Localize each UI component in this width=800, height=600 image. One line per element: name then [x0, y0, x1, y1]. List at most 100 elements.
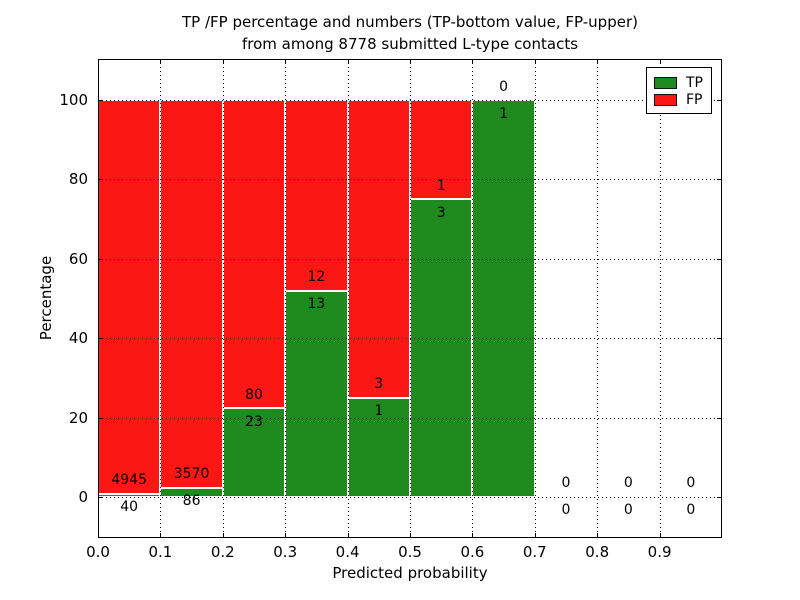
x-tick-mark [534, 59, 536, 64]
legend-label-fp: FP [686, 91, 703, 108]
y-tick-mark [717, 496, 722, 498]
bar-label-tp: 13 [307, 296, 326, 313]
bar-segment-fp [98, 100, 161, 494]
x-tick-mark [98, 533, 99, 538]
x-tick-mark [347, 533, 349, 538]
bar-segment-tp [222, 408, 286, 497]
bar-label-tp: 0 [686, 502, 696, 519]
x-tick-mark [285, 533, 287, 538]
bar-segment-fp [160, 100, 223, 488]
bar-label-tp: 3 [436, 204, 446, 221]
gridline-x [472, 59, 474, 538]
y-tick-mark [717, 100, 722, 101]
bar-label-fp: 12 [307, 269, 326, 286]
bar-segment-fp [410, 100, 473, 200]
chart-title-line1: TP /FP percentage and numbers (TP-bottom… [182, 13, 638, 31]
gridline-x [597, 59, 599, 538]
legend-item-fp: FP [654, 91, 711, 108]
x-tick-label: 0.4 [335, 543, 360, 561]
legend: TP FP [646, 67, 712, 114]
bar-label-tp: 86 [182, 493, 201, 510]
y-tick-label: 60 [68, 249, 88, 268]
x-tick-mark [410, 533, 411, 538]
bar-segment-fp [222, 100, 286, 409]
x-tick-mark [285, 59, 287, 64]
gridline-x [347, 59, 349, 538]
y-tick-mark [98, 179, 103, 181]
plot-area: TP FP 4945 40 3570 86 80 23 12 13 3 1 1 3 0 1 0 0 0 0 0 0 [98, 59, 722, 538]
legend-swatch-fp-icon [654, 93, 677, 106]
x-tick-mark [222, 533, 224, 538]
bar-segment-tp [472, 100, 535, 497]
x-tick-label: 0.1 [148, 543, 173, 561]
y-tick-label: 40 [68, 329, 88, 348]
x-tick-mark [347, 59, 349, 64]
x-tick-label: 0.8 [585, 543, 610, 561]
y-tick-mark [98, 258, 103, 260]
y-tick-mark [98, 100, 103, 101]
x-axis-label: Predicted probability [332, 564, 488, 582]
x-tick-mark [472, 533, 474, 538]
bar-segment-tp [347, 397, 410, 497]
legend-item-tp: TP [654, 74, 711, 91]
bar-label-fp: 3570 [173, 466, 210, 483]
bar-label-fp: 0 [499, 78, 509, 95]
y-tick-label: 0 [78, 487, 88, 506]
x-tick-label: 0.5 [398, 543, 422, 561]
x-tick-mark [160, 533, 162, 538]
y-tick-mark [717, 338, 722, 340]
bar-segment-tp [410, 199, 473, 497]
bar-segment-fp [285, 100, 348, 291]
x-tick-label: 0.2 [210, 543, 235, 561]
x-tick-mark [597, 533, 599, 538]
x-tick-mark [472, 59, 474, 64]
bar-label-fp: 80 [245, 386, 263, 403]
x-tick-mark [222, 59, 224, 64]
gridline-x [410, 59, 411, 538]
y-tick-label: 80 [68, 170, 88, 189]
legend-swatch-tp-icon [654, 76, 677, 89]
gridline-x [160, 59, 162, 538]
chart-title-line2: from among 8778 submitted L-type contact… [241, 35, 579, 53]
bar-segment-tp [285, 290, 348, 497]
x-tick-mark [597, 59, 599, 64]
x-tick-label: 0.0 [86, 543, 110, 561]
y-tick-label: 20 [68, 408, 88, 427]
y-tick-label: 100 [59, 91, 88, 109]
bar-label-fp: 0 [623, 475, 633, 492]
y-tick-mark [717, 258, 722, 260]
bar-segment-fp [347, 100, 410, 398]
x-tick-label: 0.6 [460, 543, 485, 561]
chart-title: TP /FP percentage and numbers (TP-bottom… [98, 11, 722, 55]
x-tick-label: 0.3 [273, 543, 298, 561]
x-tick-label: 0.7 [522, 543, 547, 561]
gridline-x [285, 59, 287, 538]
bar-label-fp: 1 [436, 177, 446, 194]
bar-label-fp: 4945 [111, 472, 148, 489]
gridline-x [534, 59, 536, 538]
bar-label-fp: 3 [374, 376, 384, 393]
y-tick-mark [717, 417, 722, 419]
x-tick-label: 0.9 [647, 543, 672, 561]
x-tick-mark [659, 533, 661, 538]
y-tick-mark [98, 338, 103, 340]
bar-label-tp: 40 [120, 499, 139, 516]
bar-label-tp: 0 [623, 502, 633, 519]
x-tick-mark [160, 59, 162, 64]
x-tick-mark [659, 59, 661, 64]
x-tick-mark [534, 533, 536, 538]
bar-label-fp: 0 [686, 475, 696, 492]
bar-label-tp: 1 [374, 403, 384, 420]
gridline-x [222, 59, 224, 538]
gridline-x [659, 59, 661, 538]
x-tick-mark [98, 59, 99, 64]
y-tick-mark [98, 417, 103, 419]
bar-label-tp: 1 [499, 105, 509, 122]
legend-label-tp: TP [686, 74, 703, 91]
x-tick-mark [410, 59, 411, 64]
bar-label-tp: 23 [245, 413, 263, 430]
y-axis-label: Percentage [37, 255, 55, 341]
y-tick-mark [98, 496, 103, 498]
bar-label-tp: 0 [561, 502, 571, 519]
